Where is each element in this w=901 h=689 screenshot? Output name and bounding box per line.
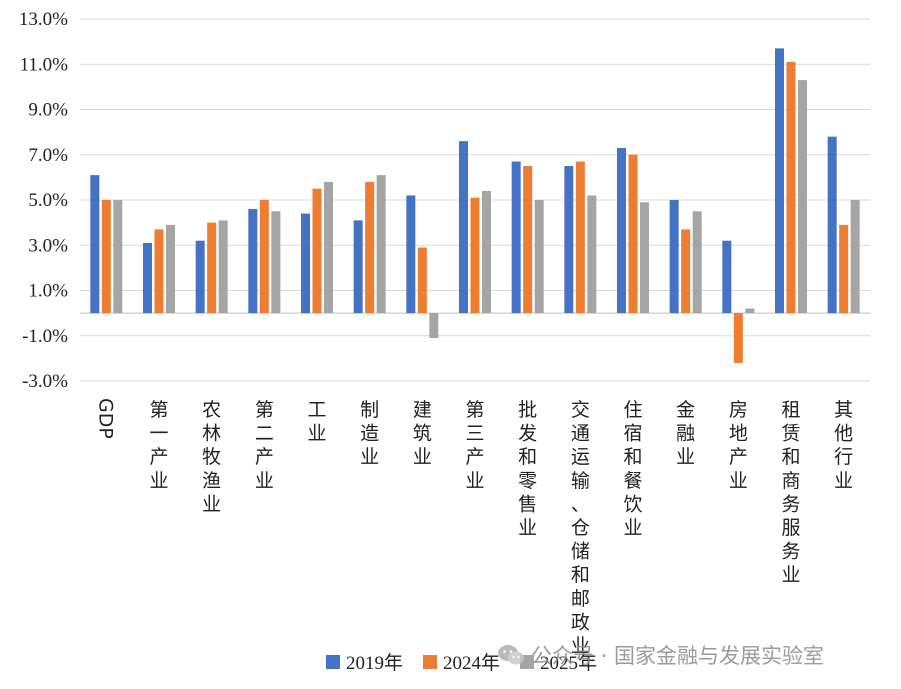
bar [312, 188, 322, 314]
bar [640, 202, 649, 314]
bar [248, 209, 258, 314]
y-tick-label: 7.0% [28, 145, 68, 166]
bar [166, 224, 175, 314]
bar [90, 175, 100, 314]
category-label: 住宿和餐饮业 [623, 399, 642, 539]
bars [90, 48, 860, 363]
y-axis-ticks: 13.0% 11.0% 9.0% 7.0% 5.0% 3.0% 1.0% -1.0% -3.0% [19, 9, 68, 392]
category-label: 房地产业 [729, 399, 748, 492]
category-label: 金融业 [676, 399, 695, 468]
watermark: 公众号 · 国家金融与发展实验室 [497, 640, 824, 670]
bar [827, 136, 837, 314]
category-label: 批发和零售业 [518, 399, 537, 539]
y-tick-label: 1.0% [28, 281, 68, 302]
bar [113, 200, 123, 314]
bar [218, 220, 228, 314]
bar [786, 61, 796, 314]
bar [365, 181, 375, 314]
bar [154, 229, 164, 314]
bar [353, 220, 363, 314]
category-label: 制造业 [360, 399, 379, 468]
bar [195, 240, 205, 314]
y-tick-label: -1.0% [22, 326, 68, 347]
bar [259, 200, 269, 314]
bar [429, 313, 439, 339]
category-label: 其他行业 [834, 399, 853, 492]
bar [681, 229, 691, 314]
category-label: GDP [94, 398, 116, 439]
category-label: 建筑业 [413, 399, 432, 468]
bar [575, 161, 585, 314]
bar [482, 190, 491, 314]
bar [628, 154, 638, 314]
bar [143, 242, 152, 314]
bar [406, 195, 416, 314]
y-tick-label: 3.0% [28, 235, 68, 256]
bar [470, 197, 480, 314]
legend-label: 2025年 [540, 653, 598, 674]
bar [324, 181, 333, 314]
bar [523, 166, 533, 314]
bar [534, 200, 544, 314]
bar [587, 195, 597, 314]
legend-item: 2025年 [520, 648, 597, 675]
y-tick-label: 11.0% [20, 54, 69, 75]
category-label: 交通运输、仓储和邮政业 [571, 399, 590, 657]
category-label: 租赁和商务服务业 [781, 399, 800, 586]
y-tick-label: -3.0% [22, 371, 68, 392]
wechat-icon [498, 645, 524, 665]
bar [511, 161, 521, 314]
bar [745, 308, 755, 314]
legend-label: 2019年 [346, 653, 404, 674]
bar [669, 200, 679, 314]
legend: 2019年 2024年 2025年 [0, 648, 901, 678]
legend-item: 2024年 [423, 648, 500, 675]
category-label: 第二产业 [255, 399, 274, 492]
category-label: 第一产业 [149, 399, 168, 492]
bar [417, 247, 427, 314]
bar [301, 213, 310, 314]
legend-item: 2019年 [326, 648, 403, 675]
bar [271, 211, 281, 314]
bar [101, 200, 111, 314]
y-tick-label: 9.0% [28, 100, 68, 121]
category-label: 工业 [307, 399, 326, 445]
category-labels: GDP 第一产业 农林牧渔业 第二产业 工业 制造业 建筑业 第三产业 批发和零售业 交通运输、仓… [94, 398, 853, 657]
category-label: 农林牧渔业 [202, 399, 221, 515]
bar [459, 141, 468, 314]
bar [564, 166, 574, 314]
bar [376, 175, 386, 314]
legend-swatch [326, 654, 340, 669]
bar [733, 313, 743, 363]
bar [850, 200, 860, 314]
legend-label: 2024年 [443, 653, 501, 674]
bar [692, 211, 702, 314]
category-label: 第三产业 [465, 399, 484, 492]
y-tick-label: 5.0% [28, 190, 68, 211]
y-tick-label: 13.0% [19, 9, 68, 30]
bar [839, 224, 849, 314]
bar [722, 240, 732, 314]
bar [207, 222, 217, 314]
bar [798, 80, 807, 314]
legend-swatch [423, 654, 437, 669]
watermark-text: 公众号 · 国家金融与发展实验室 [531, 644, 825, 668]
bar [775, 48, 784, 314]
bar [617, 147, 626, 314]
